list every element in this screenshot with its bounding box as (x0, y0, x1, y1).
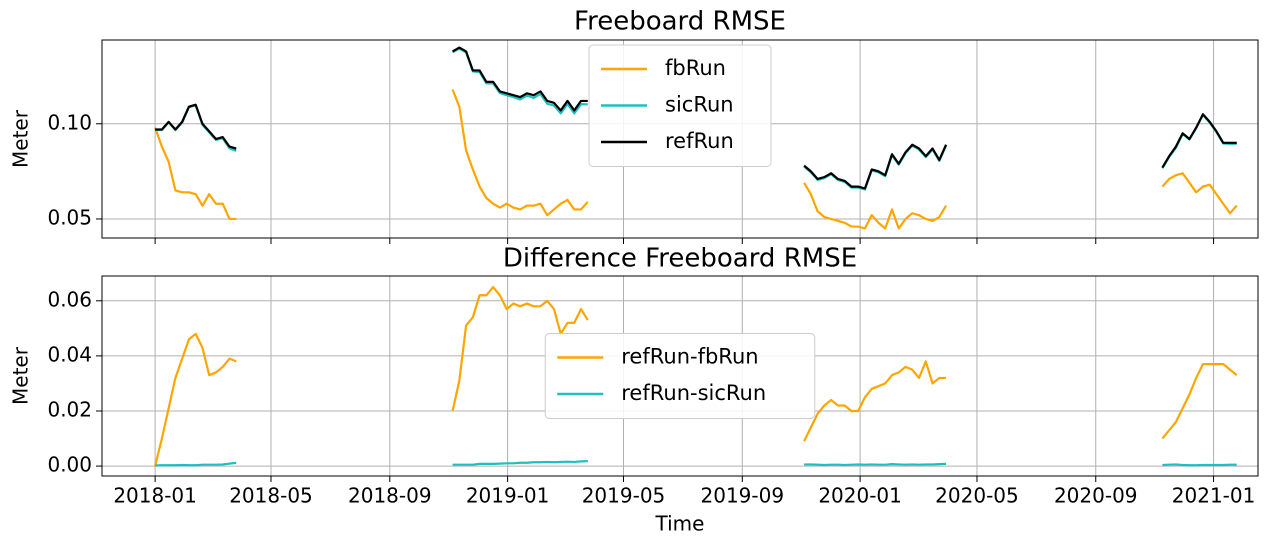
legend-box (544, 333, 816, 419)
axes-frame (101, 275, 1259, 477)
y-tick-label: 0.06 (47, 287, 92, 311)
x-tick-label: 2019-05 (582, 484, 666, 508)
y-axis-label: Meter (9, 346, 33, 405)
legend: refRun-fbRun refRun-sicRun (544, 333, 816, 419)
x-tick-label: 2020-01 (818, 484, 902, 508)
x-tick-label: 2021-01 (1172, 484, 1256, 508)
y-tick-label: 0.00 (47, 453, 92, 477)
chart-title: Difference Freeboard RMSE (503, 244, 857, 274)
y-tick-label: 0.04 (47, 342, 92, 366)
legend-box (588, 44, 772, 167)
legend-label: sicRun (665, 93, 734, 117)
x-tick-label: 2018-01 (113, 484, 197, 508)
y-axis-label: Meter (9, 109, 33, 168)
legend-label: refRun (665, 129, 734, 153)
line-series (155, 460, 1237, 467)
legend-label: refRun-sicRun (621, 381, 766, 405)
line-series (155, 46, 1237, 190)
x-tick-label: 2018-09 (348, 484, 432, 508)
y-tick-label: 0.02 (47, 397, 92, 421)
x-tick-label: 2020-09 (1054, 484, 1138, 508)
line-series (154, 89, 1238, 230)
line-series (154, 285, 1238, 467)
x-axis-label: Time (655, 512, 705, 536)
x-tick-label: 2019-01 (466, 484, 550, 508)
x-tick-label: 2018-05 (229, 484, 313, 508)
y-tick-label: 0.10 (47, 110, 92, 134)
axes-frame (101, 39, 1259, 239)
x-tick-label: 2019-09 (701, 484, 785, 508)
x-tick-label: 2020-05 (935, 484, 1019, 508)
legend-label: refRun-fbRun (621, 345, 758, 369)
legend: fbRun sicRun refRun (588, 44, 772, 167)
chart-title: Freeboard RMSE (574, 7, 786, 37)
legend-label: fbRun (665, 56, 726, 80)
y-tick-label: 0.05 (47, 205, 92, 229)
